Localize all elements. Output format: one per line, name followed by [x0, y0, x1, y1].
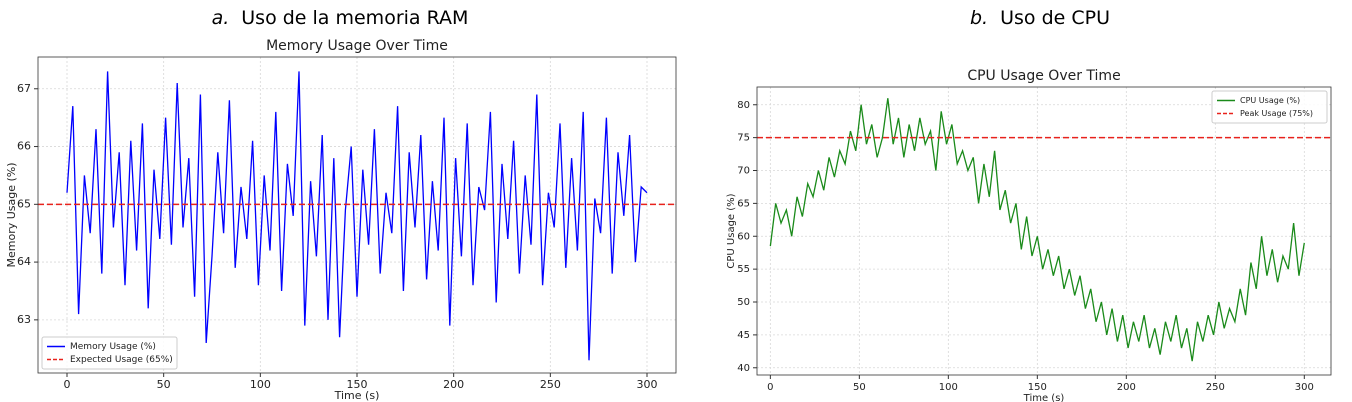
y-tick-label: 60 [737, 231, 750, 242]
x-tick-label: 50 [157, 378, 171, 391]
x-tick-label: 50 [853, 382, 866, 393]
y-tick-label: 55 [737, 264, 750, 275]
y-tick-label: 65 [737, 198, 750, 209]
data-line [769, 98, 1305, 362]
x-tick-label: 300 [637, 378, 658, 391]
x-tick-label: 150 [1028, 382, 1047, 393]
x-tick-label: 150 [347, 378, 368, 391]
chart-title: CPU Usage Over Time [967, 68, 1120, 84]
y-tick-label: 70 [737, 166, 750, 177]
caption-text: Uso de CPU [1000, 7, 1110, 29]
y-tick-label: 67 [17, 82, 31, 95]
x-tick-label: 0 [767, 382, 773, 393]
x-tick-label: 0 [64, 378, 71, 391]
x-tick-label: 250 [1206, 382, 1225, 393]
caption-letter: a. [212, 7, 230, 29]
y-tick-label: 66 [17, 140, 31, 153]
legend-label: CPU Usage (%) [1240, 96, 1300, 105]
x-tick-label: 100 [250, 378, 271, 391]
y-tick-label: 65 [17, 197, 31, 210]
y-tick-label: 75 [737, 133, 750, 144]
panel-caption: b. Uso de CPU [970, 7, 1110, 29]
x-axis-label: Time (s) [1023, 393, 1065, 402]
plot-frame [37, 56, 677, 374]
y-tick-label: 50 [737, 297, 750, 308]
legend-label: Peak Usage (75%) [1240, 109, 1313, 118]
panel-caption: a. Uso de la memoria RAM [212, 7, 469, 29]
caption-text: Uso de la memoria RAM [241, 7, 468, 29]
y-tick-label: 80 [737, 100, 750, 111]
y-tick-label: 45 [737, 330, 750, 341]
x-tick-label: 200 [443, 378, 464, 391]
y-tick-label: 63 [17, 313, 31, 326]
chart-title: Memory Usage Over Time [266, 38, 448, 54]
y-tick-label: 40 [737, 363, 750, 374]
x-axis-label: Time (s) [334, 389, 380, 402]
x-tick-label: 250 [540, 378, 561, 391]
data-line [66, 71, 648, 361]
x-tick-label: 300 [1295, 382, 1314, 393]
legend-box [41, 336, 178, 370]
legend-box [1211, 90, 1328, 124]
caption-letter: b. [970, 7, 988, 29]
y-axis-label: CPU Usage (%) [726, 193, 737, 268]
x-tick-label: 100 [939, 382, 958, 393]
y-axis-label: Memory Usage (%) [5, 162, 18, 267]
legend-label: Expected Usage (65%) [70, 355, 173, 365]
legend-label: Memory Usage (%) [70, 342, 156, 352]
y-tick-label: 64 [17, 255, 31, 268]
x-tick-label: 200 [1117, 382, 1136, 393]
plot-frame [756, 86, 1332, 376]
